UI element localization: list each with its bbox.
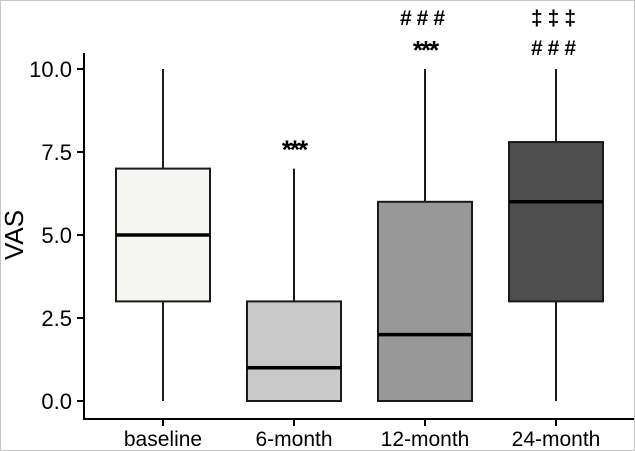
box-24-month [508, 141, 604, 303]
significance-annotation-12-month-row2: *** [413, 35, 440, 65]
significance-annotation-24-month-row2: ### [531, 37, 581, 60]
x-tick-label-24-month: 24-month [512, 428, 601, 451]
y-tick-label-10.0: 10.0 [29, 57, 72, 82]
box-6-month [246, 300, 342, 402]
x-tick-label-12-month: 12-month [381, 428, 470, 451]
x-tick-label-baseline: baseline [124, 428, 202, 451]
box-12-month [377, 200, 473, 402]
significance-annotation-6-month-row1: *** [282, 135, 309, 165]
x-tick-label-6-month: 6-month [255, 428, 332, 451]
y-tick-label-2.5: 2.5 [41, 306, 72, 331]
y-axis-title: VAS [1, 210, 29, 260]
y-tick-label-7.5: 7.5 [41, 140, 72, 165]
significance-annotation-12-month-row1: ### [400, 7, 450, 30]
y-tick-label-5.0: 5.0 [41, 223, 72, 248]
y-tick-label-0.0: 0.0 [41, 389, 72, 414]
significance-annotation-24-month-row1: ‡‡‡ [531, 7, 581, 30]
